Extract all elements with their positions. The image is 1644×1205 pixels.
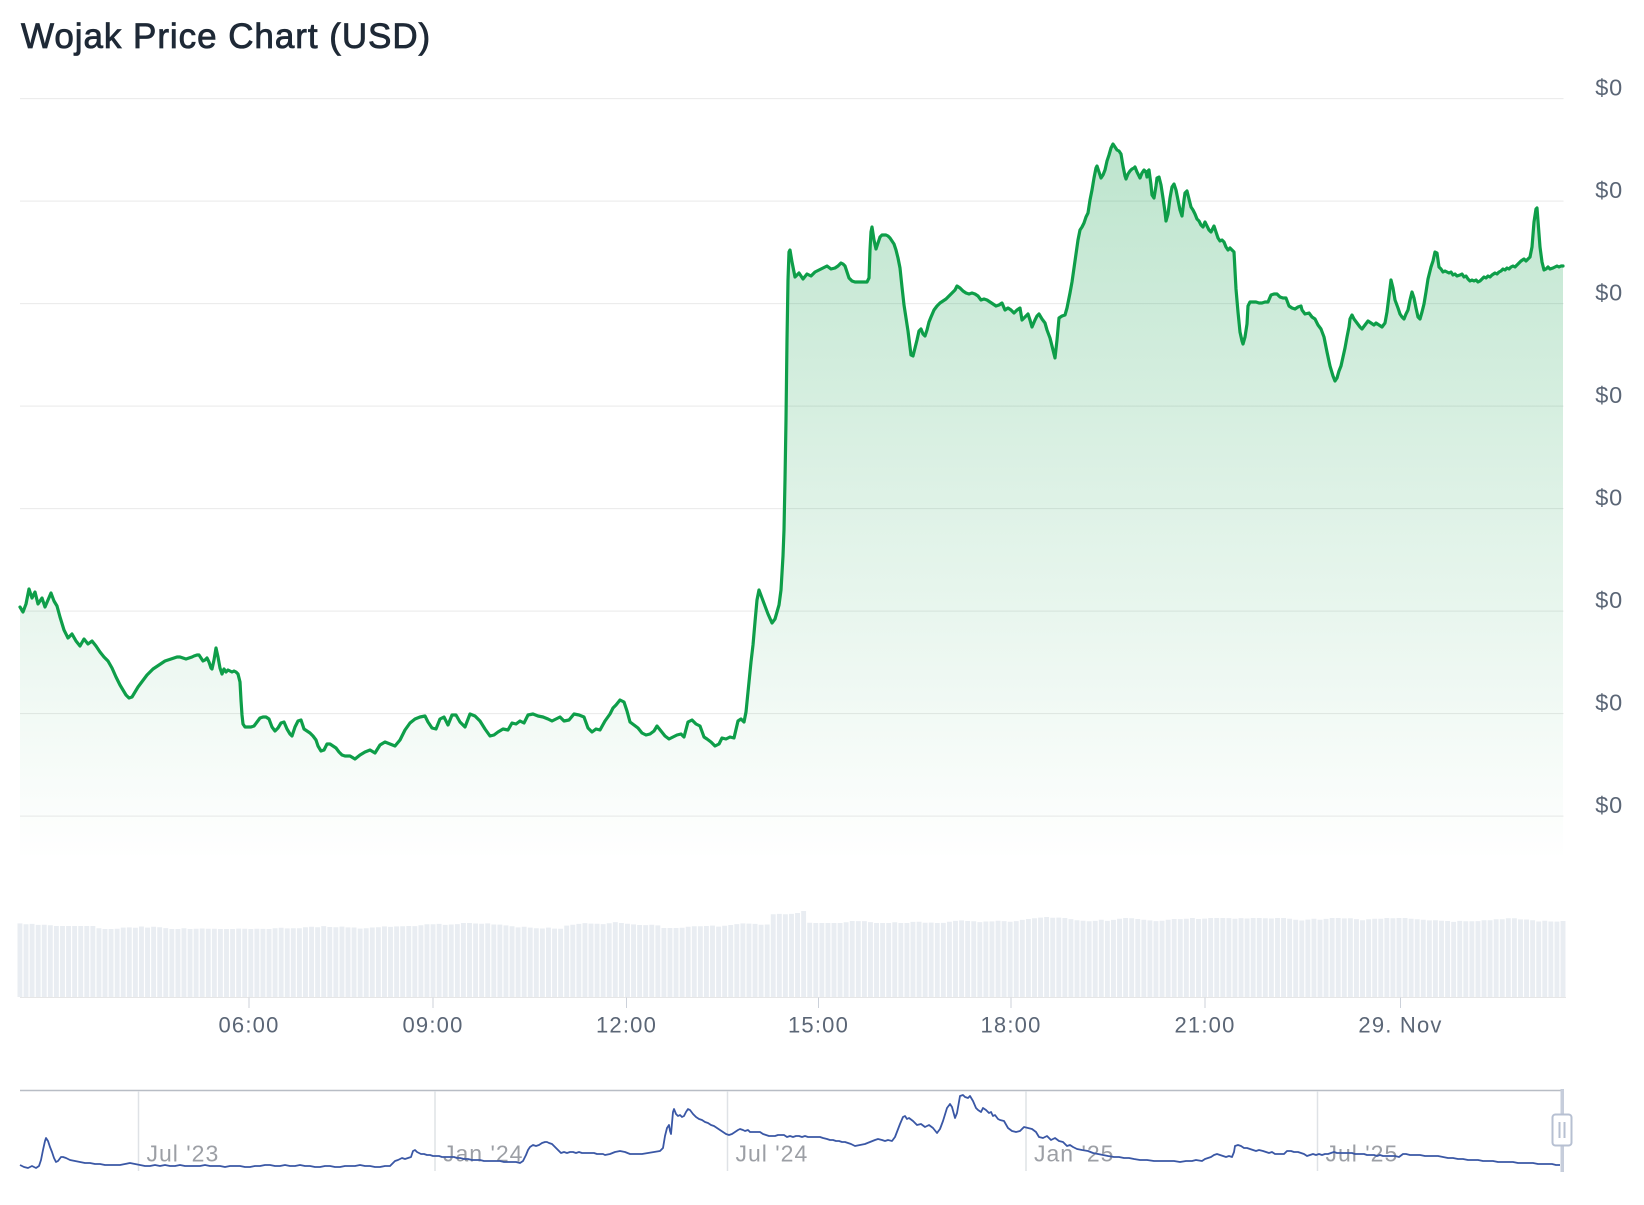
svg-text:$0: $0 xyxy=(1595,485,1623,511)
svg-text:21:00: 21:00 xyxy=(1174,1013,1235,1038)
svg-text:29. Nov: 29. Nov xyxy=(1358,1013,1442,1038)
svg-text:$0: $0 xyxy=(1595,792,1623,818)
svg-text:$0: $0 xyxy=(1595,382,1623,408)
svg-text:18:00: 18:00 xyxy=(980,1013,1041,1038)
svg-text:$0: $0 xyxy=(1595,690,1623,716)
svg-text:Jul '24: Jul '24 xyxy=(736,1141,809,1167)
svg-text:$0: $0 xyxy=(1595,177,1623,203)
svg-text:12:00: 12:00 xyxy=(596,1013,657,1038)
svg-text:Jul '23: Jul '23 xyxy=(147,1141,220,1167)
svg-text:$0: $0 xyxy=(1595,75,1623,101)
svg-text:$0: $0 xyxy=(1595,587,1623,613)
svg-text:Jan '25: Jan '25 xyxy=(1034,1141,1114,1167)
svg-text:09:00: 09:00 xyxy=(402,1013,463,1038)
svg-text:Wojak Price Chart (USD): Wojak Price Chart (USD) xyxy=(21,17,431,56)
svg-text:$0: $0 xyxy=(1595,280,1623,306)
svg-text:15:00: 15:00 xyxy=(788,1013,849,1038)
svg-text:06:00: 06:00 xyxy=(218,1013,279,1038)
